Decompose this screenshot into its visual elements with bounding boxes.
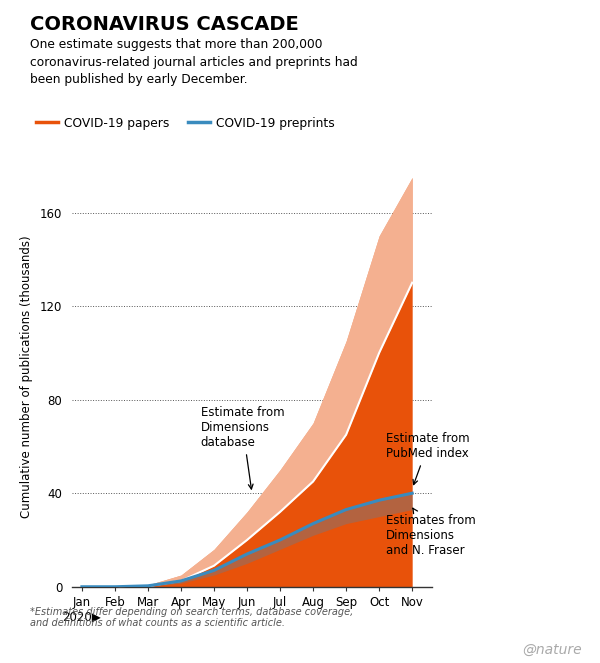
Text: Estimates from
Dimensions
and N. Fraser: Estimates from Dimensions and N. Fraser (386, 509, 476, 557)
Y-axis label: Cumulative number of publications (thousands): Cumulative number of publications (thous… (20, 235, 33, 518)
Text: Estimate from
Dimensions
database: Estimate from Dimensions database (201, 406, 284, 489)
Text: Estimate from
PubMed index: Estimate from PubMed index (386, 432, 469, 485)
Text: @nature: @nature (523, 642, 582, 656)
Text: One estimate suggests that more than 200,000
coronavirus-related journal article: One estimate suggests that more than 200… (30, 38, 358, 86)
Text: *Estimates differ depending on search terms, database coverage,
and definitions : *Estimates differ depending on search te… (30, 607, 353, 629)
Text: CORONAVIRUS CASCADE: CORONAVIRUS CASCADE (30, 15, 299, 34)
Legend: COVID-19 papers, COVID-19 preprints: COVID-19 papers, COVID-19 preprints (36, 117, 335, 130)
